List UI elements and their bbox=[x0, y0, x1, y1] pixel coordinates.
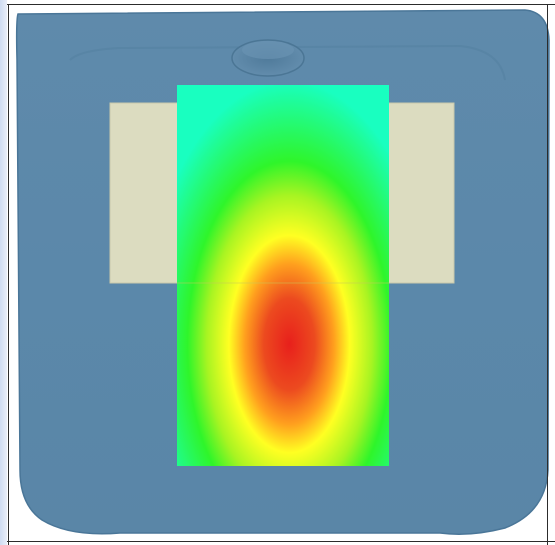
frame-bottom bbox=[7, 541, 555, 542]
heatmap-overlay[interactable] bbox=[177, 85, 389, 466]
frame-top bbox=[7, 4, 555, 5]
shell-knob-top bbox=[242, 41, 294, 59]
shell-inner-contour bbox=[69, 44, 506, 81]
frame-left bbox=[8, 4, 9, 545]
frame-right bbox=[547, 4, 548, 545]
left-panel-edge bbox=[0, 0, 7, 545]
